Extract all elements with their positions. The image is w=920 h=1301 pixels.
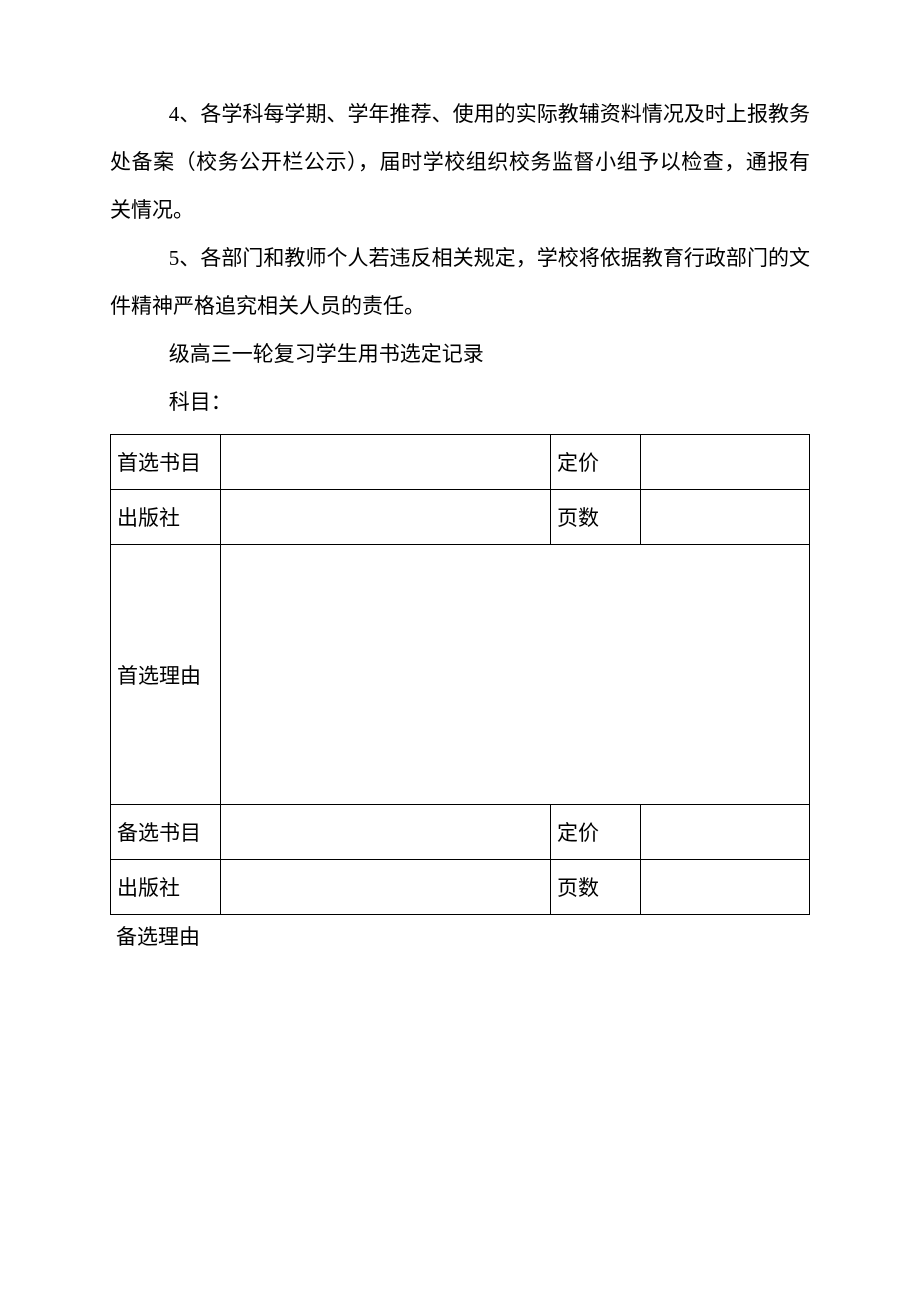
cell-label-alt-price: 定价 [551, 805, 641, 860]
cell-value-alt-choice-book [221, 805, 551, 860]
cell-value-first-choice-reason [221, 545, 810, 805]
table-row: 出版社 页数 [111, 860, 810, 915]
cell-label-pages: 页数 [551, 490, 641, 545]
table-row: 首选书目 定价 [111, 435, 810, 490]
book-selection-table: 首选书目 定价 出版社 页数 首选理由 备选书目 定价 出版社 页数 [110, 434, 810, 915]
cell-label-alt-choice-book: 备选书目 [111, 805, 221, 860]
subject-label: 科目： [110, 378, 810, 426]
cell-label-first-choice-book: 首选书目 [111, 435, 221, 490]
paragraph-5: 5、各部门和教师个人若违反相关规定，学校将依据教育行政部门的文件精神严格追究相关… [110, 234, 810, 330]
cell-value-first-choice-book [221, 435, 551, 490]
cell-value-publisher [221, 490, 551, 545]
alt-choice-reason-label: 备选理由 [110, 917, 810, 957]
paragraph-4: 4、各学科每学期、学年推荐、使用的实际教辅资料情况及时上报教务处备案（校务公开栏… [110, 90, 810, 234]
cell-label-alt-pages: 页数 [551, 860, 641, 915]
table-row: 出版社 页数 [111, 490, 810, 545]
cell-value-alt-price [641, 805, 810, 860]
cell-value-price [641, 435, 810, 490]
cell-label-price: 定价 [551, 435, 641, 490]
cell-label-alt-publisher: 出版社 [111, 860, 221, 915]
cell-label-first-choice-reason: 首选理由 [111, 545, 221, 805]
table-row: 备选书目 定价 [111, 805, 810, 860]
cell-value-pages [641, 490, 810, 545]
table-row: 首选理由 [111, 545, 810, 805]
cell-value-alt-pages [641, 860, 810, 915]
cell-label-publisher: 出版社 [111, 490, 221, 545]
form-title: 级高三一轮复习学生用书选定记录 [110, 330, 810, 378]
cell-value-alt-publisher [221, 860, 551, 915]
